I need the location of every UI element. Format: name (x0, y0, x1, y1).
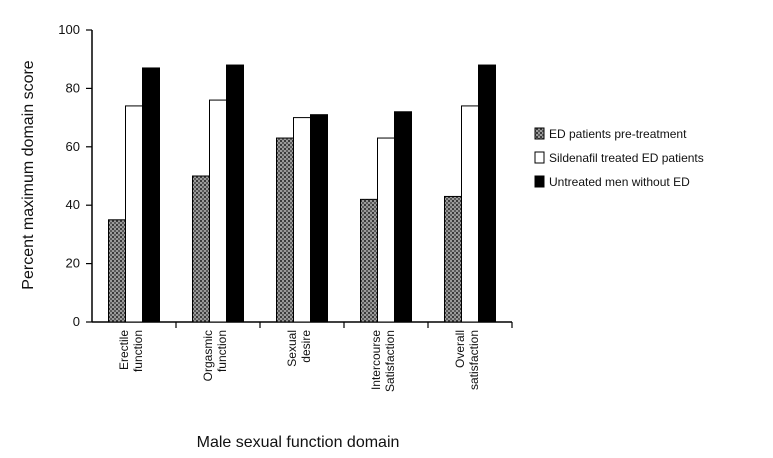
bar (394, 111, 412, 323)
bar (209, 99, 227, 323)
bar (444, 195, 462, 323)
bar (108, 219, 126, 323)
x-tick-label: Sexual (285, 330, 299, 367)
legend-swatch (534, 127, 545, 140)
bars (108, 64, 496, 323)
legend-label: ED patients pre-treatment (549, 127, 687, 141)
x-tick-label: Erectile (117, 330, 131, 370)
y-tick-label: 0 (73, 314, 80, 329)
legend-swatch (534, 151, 545, 164)
bar (125, 105, 143, 323)
y-tick-label: 80 (66, 80, 80, 95)
bar (142, 67, 160, 323)
bar (293, 117, 311, 323)
legend-label: Untreated men without ED (549, 175, 690, 189)
x-tick-label: Overall (453, 330, 467, 368)
bar (310, 114, 328, 323)
y-tick-label: 100 (58, 22, 80, 37)
y-tick-label: 60 (66, 139, 80, 154)
bar (461, 105, 479, 323)
bar (276, 137, 294, 323)
y-tick-label: 40 (66, 197, 80, 212)
y-axis-title: Percent maximum domain score (20, 60, 37, 290)
x-tick-label: satisfaction (467, 330, 481, 390)
x-tick-label: Intercourse (369, 330, 383, 390)
legend: ED patients pre-treatment Sildenafil trea… (534, 127, 704, 189)
legend-swatch (534, 175, 545, 188)
bar (478, 64, 496, 323)
bar (360, 198, 378, 323)
legend-label: Sildenafil treated ED patients (549, 151, 704, 165)
bar (377, 137, 395, 323)
x-tick-label: function (131, 330, 145, 372)
y-tick-label: 20 (66, 256, 80, 271)
x-tick-label: function (215, 330, 229, 372)
bar (226, 64, 244, 323)
y-tick-labels: 0 20 40 60 80 100 (58, 22, 80, 329)
x-tick-label: Orgasmic (201, 330, 215, 381)
x-axis-title: Male sexual function domain (197, 434, 400, 451)
x-tick-label: desire (299, 330, 313, 363)
bar (192, 175, 210, 323)
x-tick-labels: Erectile function Orgasmic function Sexual de… (117, 330, 481, 392)
x-tick-label: Satisfaction (383, 330, 397, 392)
